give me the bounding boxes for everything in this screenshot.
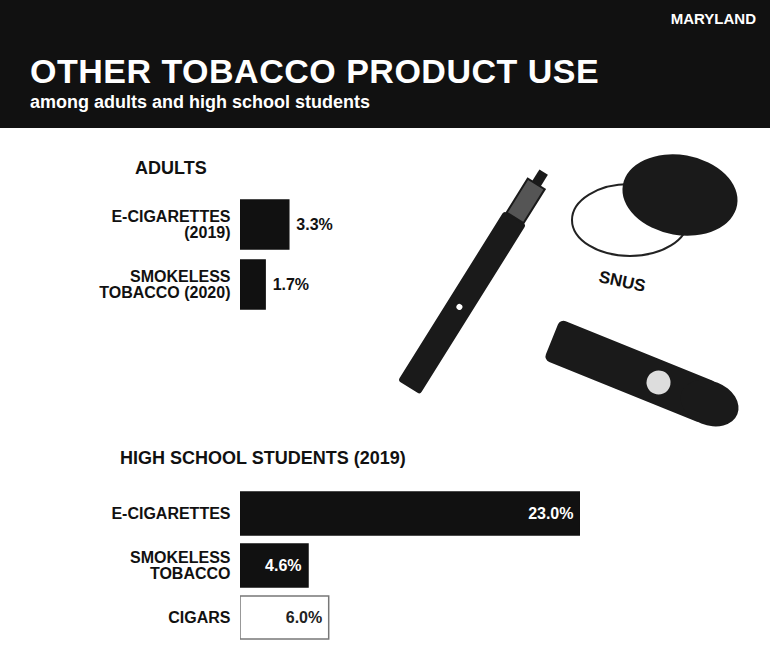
svg-text:SMOKELESSTOBACCO (2020): SMOKELESSTOBACCO (2020) xyxy=(99,268,231,301)
svg-text:E-CIGARETTES: E-CIGARETTES xyxy=(111,505,230,522)
svg-text:6.0%: 6.0% xyxy=(286,609,322,626)
svg-text:CIGARS: CIGARS xyxy=(168,609,231,626)
html-text:MARYLAND: MARYLAND xyxy=(670,10,756,27)
svg-text:23.0%: 23.0% xyxy=(528,505,573,522)
html-text:OTHER TOBACCO PRODUCT USE: OTHER TOBACCO PRODUCT USE xyxy=(30,52,600,90)
svg-text:SNUS: SNUS xyxy=(597,267,647,295)
html-text:ADULTS: ADULTS xyxy=(135,158,207,178)
svg-text:SMOKELESSTOBACCO: SMOKELESSTOBACCO xyxy=(130,549,231,582)
svg-text:4.6%: 4.6% xyxy=(265,557,301,574)
html-text:HIGH SCHOOL STUDENTS (2019): HIGH SCHOOL STUDENTS (2019) xyxy=(120,448,406,468)
svg-text:E-CIGARETTES(2019): E-CIGARETTES(2019) xyxy=(111,208,230,241)
html-text:among adults and high school s: among adults and high school students xyxy=(30,92,370,112)
svg-text:3.3%: 3.3% xyxy=(296,216,332,233)
svg-text:1.7%: 1.7% xyxy=(273,276,309,293)
